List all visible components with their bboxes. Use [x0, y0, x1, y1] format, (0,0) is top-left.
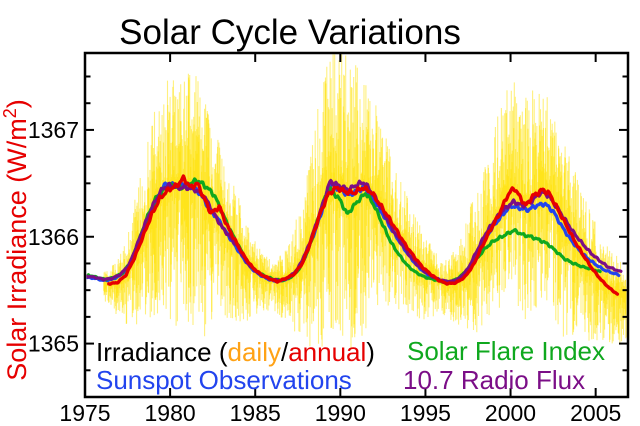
legend-radio-entry: 10.7 Radio Flux — [403, 365, 585, 395]
axis-tick-labels: 1975 1980 1985 1990 1995 2000 2005 1365 1366 1367 — [28, 117, 621, 426]
series-line-red — [107, 174, 620, 296]
y-tick-label: 1367 — [28, 117, 79, 143]
x-tick-label: 2005 — [570, 400, 621, 426]
legend-sunspot-entry: Sunspot Observations — [96, 365, 352, 395]
legend-annual-label: annual — [288, 337, 366, 367]
axis-ticks — [84, 53, 628, 398]
legend-irradiance-suffix: ) — [366, 337, 375, 367]
legend-flare-entry: Solar Flare Index — [407, 336, 605, 366]
x-tick-label: 1980 — [145, 400, 196, 426]
legend-slash: / — [281, 337, 289, 367]
x-tick-label: 1985 — [230, 400, 281, 426]
legend-daily-label: daily — [228, 337, 281, 367]
y-axis-title: Solar Irradiance (W/m2) — [0, 99, 32, 381]
y-tick-label: 1365 — [28, 331, 79, 357]
chart-title: Solar Cycle Variations — [119, 13, 461, 52]
y-axis-title-main: Solar Irradiance (W/m — [2, 118, 32, 381]
x-tick-label: 1990 — [315, 400, 366, 426]
legend-irradiance-prefix: Irradiance ( — [96, 337, 228, 367]
x-tick-label: 2000 — [485, 400, 536, 426]
plot-frame — [83, 51, 630, 399]
legend: Irradiance (daily/annual) Sunspot Observ… — [96, 336, 605, 395]
daily-irradiance-noise-layer — [103, 54, 627, 348]
x-tick-label: 1995 — [400, 400, 451, 426]
series-lines-layer — [86, 174, 623, 296]
y-axis-title-superscript: 2 — [0, 108, 20, 118]
y-tick-label: 1366 — [28, 224, 79, 250]
legend-irradiance-entry: Irradiance (daily/annual) — [96, 337, 375, 367]
x-tick-label: 1975 — [59, 400, 110, 426]
y-axis-title-close: ) — [2, 99, 32, 108]
